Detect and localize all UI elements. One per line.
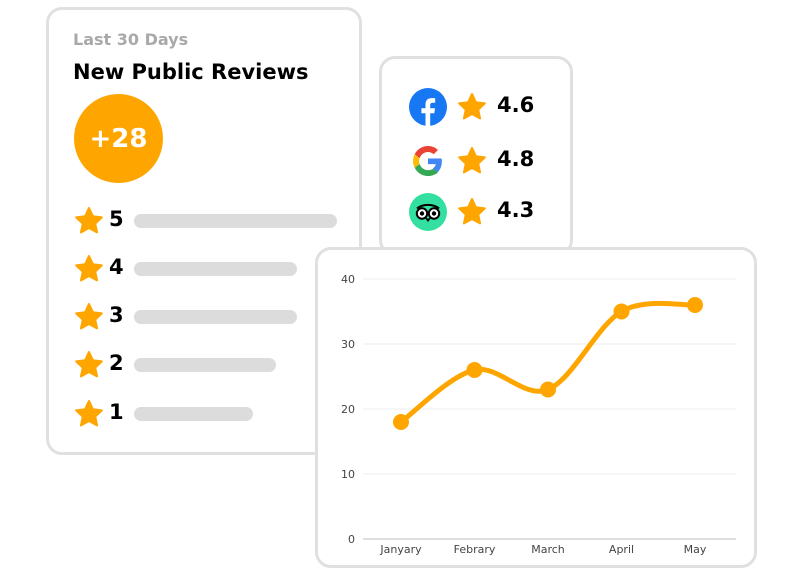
star-icon	[458, 147, 486, 174]
rating-bar	[134, 310, 297, 324]
facebook-logo-icon	[409, 88, 447, 126]
y-tick-label: 40	[341, 273, 355, 286]
rating-label: 5	[109, 207, 124, 231]
google-score: 4.8	[497, 147, 535, 171]
data-point	[540, 381, 556, 398]
x-tick-label: March	[531, 543, 565, 556]
data-point	[687, 297, 703, 313]
rating-bar	[134, 262, 297, 276]
facebook-score: 4.6	[497, 93, 535, 117]
tripadvisor-score: 4.3	[497, 198, 535, 222]
star-icon	[75, 207, 103, 234]
star-icon	[75, 351, 103, 378]
data-point	[393, 414, 409, 430]
star-icon	[458, 198, 486, 225]
x-tick-label: April	[609, 543, 634, 556]
rating-label: 4	[109, 255, 124, 279]
reviews-card: Last 30 Days New Public Reviews +28 5 4 …	[46, 7, 362, 455]
y-tick-label: 10	[341, 468, 355, 481]
x-tick-label: May	[684, 543, 707, 556]
chart-card: 0 10 20 30 40 Janyary Febrary March April May	[315, 247, 757, 568]
x-tick-label: Febrary	[454, 543, 496, 556]
reviews-title: New Public Reviews	[73, 60, 309, 84]
star-icon	[75, 255, 103, 282]
data-point	[613, 303, 630, 320]
rating-label: 3	[109, 303, 124, 327]
new-reviews-count-badge: +28	[74, 94, 163, 183]
y-tick-label: 30	[341, 338, 355, 351]
star-icon	[75, 303, 103, 330]
rating-bar	[134, 214, 337, 228]
y-tick-label: 20	[341, 403, 355, 416]
rating-bar	[134, 358, 276, 372]
platform-ratings-card: 4.6 4.8 4.3	[379, 56, 573, 256]
series-line	[398, 300, 698, 425]
star-icon	[75, 400, 103, 427]
google-logo-icon	[413, 146, 442, 176]
tripadvisor-logo-icon	[409, 193, 447, 231]
line-chart: 0 10 20 30 40 Janyary Febrary March April May	[341, 273, 736, 556]
rating-bar	[134, 407, 253, 421]
period-label: Last 30 Days	[73, 30, 189, 49]
rating-label: 2	[109, 351, 124, 375]
star-icon	[458, 93, 486, 120]
rating-label: 1	[109, 400, 124, 424]
y-tick-label: 0	[348, 533, 355, 546]
data-point	[466, 362, 483, 378]
x-tick-label: Janyary	[379, 543, 422, 556]
